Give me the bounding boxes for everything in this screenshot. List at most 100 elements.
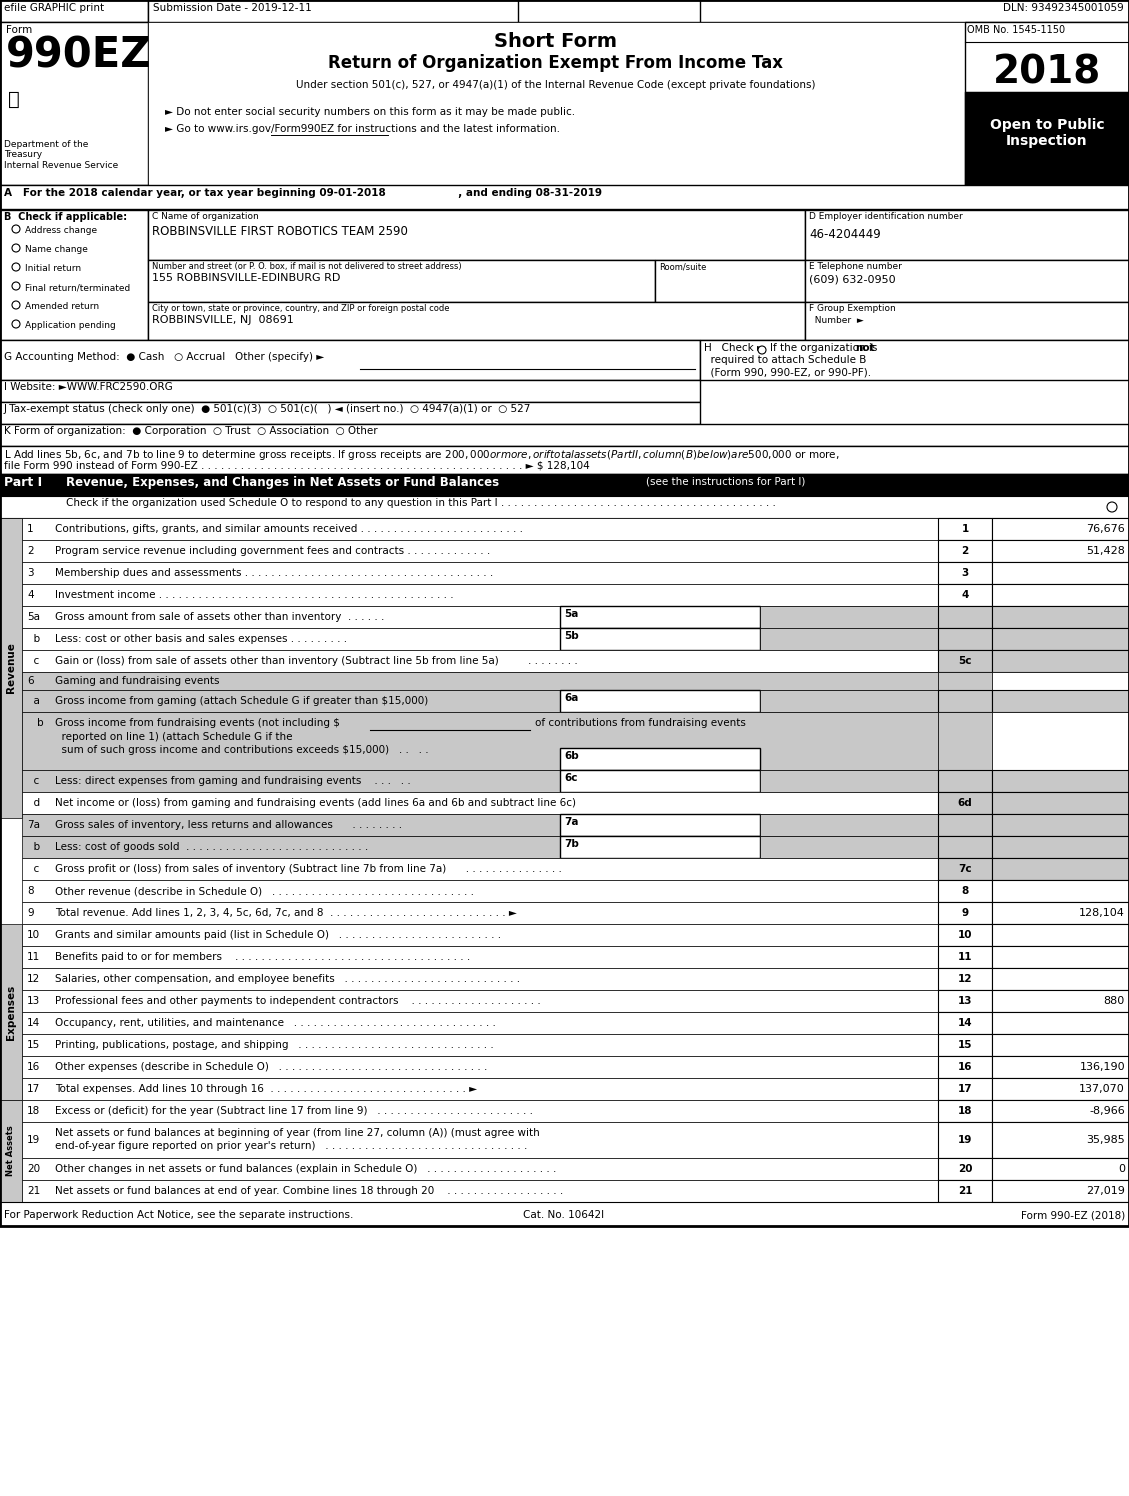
Text: Number  ►: Number ► — [809, 316, 864, 325]
Bar — [992, 968, 1129, 990]
Bar — [938, 880, 992, 902]
Text: Gross amount from sale of assets other than inventory  . . . . . .: Gross amount from sale of assets other t… — [55, 612, 384, 622]
Bar — [148, 22, 965, 186]
Text: not: not — [855, 343, 875, 353]
Text: Gaming and fundraising events: Gaming and fundraising events — [55, 676, 219, 687]
Text: Initial return: Initial return — [25, 263, 81, 272]
Bar — [21, 649, 938, 672]
Bar — [0, 423, 1129, 446]
Text: 4: 4 — [27, 589, 34, 600]
Text: 35,985: 35,985 — [1086, 1135, 1124, 1144]
Bar — [148, 209, 805, 260]
Bar — [560, 814, 760, 836]
Bar — [0, 474, 62, 497]
Circle shape — [12, 244, 20, 251]
Bar — [992, 902, 1129, 925]
Text: Investment income . . . . . . . . . . . . . . . . . . . . . . . . . . . . . . . : Investment income . . . . . . . . . . . … — [55, 589, 454, 600]
Text: Printing, publications, postage, and shipping   . . . . . . . . . . . . . . . . : Printing, publications, postage, and shi… — [55, 1040, 493, 1050]
Text: b: b — [27, 634, 41, 643]
Text: DLN: 93492345001059: DLN: 93492345001059 — [1004, 3, 1124, 13]
Text: 7b: 7b — [564, 839, 579, 850]
Text: 6a: 6a — [564, 693, 578, 703]
Text: end-of-year figure reported on prior year's return)   . . . . . . . . . . . . . : end-of-year figure reported on prior yea… — [55, 1141, 527, 1150]
Text: 136,190: 136,190 — [1079, 1062, 1124, 1073]
Bar — [560, 606, 760, 628]
Bar — [21, 1079, 938, 1100]
Text: Salaries, other compensation, and employee benefits   . . . . . . . . . . . . . : Salaries, other compensation, and employ… — [55, 974, 520, 984]
Bar — [938, 902, 992, 925]
Text: F Group Exemption: F Group Exemption — [809, 304, 895, 313]
Text: Occupancy, rent, utilities, and maintenance   . . . . . . . . . . . . . . . . . : Occupancy, rent, utilities, and maintena… — [55, 1017, 496, 1028]
Text: B  Check if applicable:: B Check if applicable: — [5, 212, 128, 221]
Bar — [992, 836, 1129, 859]
Text: Form 990-EZ (2018): Form 990-EZ (2018) — [1021, 1210, 1124, 1221]
Text: Revenue: Revenue — [6, 643, 16, 694]
Bar — [700, 340, 1129, 380]
Text: 6d: 6d — [957, 797, 972, 808]
Bar — [21, 583, 938, 606]
Bar — [0, 402, 700, 423]
Text: Gain or (loss) from sale of assets other than inventory (Subtract line 5b from l: Gain or (loss) from sale of assets other… — [55, 657, 578, 666]
Bar — [21, 836, 938, 859]
Bar — [938, 968, 992, 990]
Text: 990EZ: 990EZ — [6, 34, 151, 76]
Text: Application pending: Application pending — [25, 322, 116, 331]
Text: 6c: 6c — [564, 773, 578, 782]
Text: 11: 11 — [27, 951, 41, 962]
Text: Open to Public
Inspection: Open to Public Inspection — [990, 118, 1104, 148]
Text: 7a: 7a — [564, 817, 578, 827]
Text: 2: 2 — [27, 546, 34, 557]
Text: 11: 11 — [957, 951, 972, 962]
Bar — [938, 649, 992, 672]
Bar — [992, 712, 1129, 770]
Text: 3: 3 — [27, 568, 34, 577]
Bar — [560, 748, 760, 770]
Bar — [760, 770, 938, 791]
Bar — [0, 0, 1129, 22]
Bar — [992, 1100, 1129, 1122]
Bar — [0, 0, 1129, 1227]
Text: 5a: 5a — [564, 609, 578, 619]
Bar — [938, 945, 992, 968]
Bar — [992, 945, 1129, 968]
Bar — [992, 1158, 1129, 1180]
Bar — [760, 606, 938, 628]
Text: Less: cost or other basis and sales expenses . . . . . . . . .: Less: cost or other basis and sales expe… — [55, 634, 347, 643]
Text: Cat. No. 10642I: Cat. No. 10642I — [524, 1210, 604, 1221]
Bar — [992, 791, 1129, 814]
Bar — [992, 990, 1129, 1011]
Text: Membership dues and assessments . . . . . . . . . . . . . . . . . . . . . . . . : Membership dues and assessments . . . . … — [55, 568, 493, 577]
Bar — [21, 1180, 938, 1201]
Bar — [0, 340, 700, 380]
Text: 7c: 7c — [959, 865, 972, 874]
Text: 19: 19 — [957, 1135, 972, 1144]
Text: 3: 3 — [962, 568, 969, 577]
Text: reported on line 1) (attach Schedule G if the: reported on line 1) (attach Schedule G i… — [55, 732, 292, 742]
Bar — [938, 540, 992, 562]
Text: Address change: Address change — [25, 226, 97, 235]
Text: 128,104: 128,104 — [1079, 908, 1124, 919]
Text: 21: 21 — [27, 1186, 41, 1195]
Text: J Tax-exempt status (check only one)  ● 501(c)(3)  ○ 501(c)(   ) ◄ (insert no.) : J Tax-exempt status (check only one) ● 5… — [5, 404, 532, 414]
Bar — [0, 1100, 21, 1201]
Circle shape — [12, 320, 20, 328]
Text: file Form 990 instead of Form 990-EZ . . . . . . . . . . . . . . . . . . . . . .: file Form 990 instead of Form 990-EZ . .… — [5, 459, 589, 470]
Text: Net assets or fund balances at beginning of year (from line 27, column (A)) (mus: Net assets or fund balances at beginning… — [55, 1128, 540, 1138]
Bar — [992, 562, 1129, 583]
Text: 27,019: 27,019 — [1086, 1186, 1124, 1195]
Bar — [992, 628, 1129, 649]
Circle shape — [12, 283, 20, 290]
Text: 7a: 7a — [27, 820, 40, 830]
Text: c: c — [27, 776, 40, 785]
Text: ROBBINSVILLE FIRST ROBOTICS TEAM 2590: ROBBINSVILLE FIRST ROBOTICS TEAM 2590 — [152, 224, 408, 238]
Text: 4: 4 — [961, 589, 969, 600]
Text: (see the instructions for Part I): (see the instructions for Part I) — [646, 476, 805, 486]
Bar — [0, 22, 148, 186]
Bar — [938, 1122, 992, 1158]
Text: 6: 6 — [27, 676, 34, 687]
Bar — [938, 1034, 992, 1056]
Bar — [0, 0, 148, 22]
Text: Professional fees and other payments to independent contractors    . . . . . . .: Professional fees and other payments to … — [55, 996, 541, 1005]
Text: 17: 17 — [957, 1085, 972, 1094]
Bar — [938, 836, 992, 859]
